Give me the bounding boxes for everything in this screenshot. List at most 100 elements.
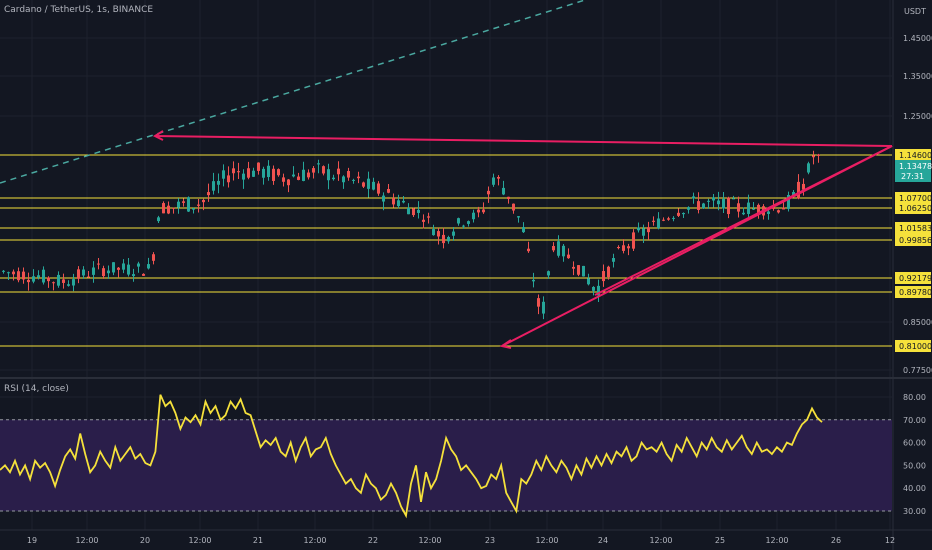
candle-body xyxy=(702,203,705,209)
price-tick-label: 1.45000 xyxy=(903,34,932,43)
candle-body xyxy=(72,279,75,286)
candle-body xyxy=(507,196,510,200)
candle-body xyxy=(292,174,295,177)
candle-body xyxy=(692,196,695,199)
candle-body xyxy=(157,217,160,222)
candle-body xyxy=(717,200,720,205)
time-tick-label: 12 xyxy=(885,536,895,545)
candle-body xyxy=(497,176,500,179)
candle-body xyxy=(727,197,730,215)
candle-body xyxy=(277,169,280,176)
candle-body xyxy=(612,258,615,262)
candle-body xyxy=(322,166,325,174)
candle-body xyxy=(797,181,800,199)
candle-body xyxy=(132,274,135,277)
candle-body xyxy=(57,274,60,286)
candle-body xyxy=(582,265,585,277)
price-levels xyxy=(0,154,892,347)
dashed-trendline[interactable] xyxy=(0,0,586,184)
candle-body xyxy=(602,271,605,282)
candle-body xyxy=(412,208,415,216)
price-level-label: 0.99856 xyxy=(899,236,932,245)
candle-body xyxy=(182,201,185,203)
candle-body xyxy=(677,212,680,216)
candle-body xyxy=(337,168,340,175)
candle-body xyxy=(477,209,480,213)
candle-body xyxy=(312,168,315,173)
candle-body xyxy=(107,270,110,274)
candle-body xyxy=(747,202,750,214)
candle-body xyxy=(637,227,640,231)
candle-body xyxy=(387,189,390,193)
candle-body xyxy=(672,217,675,219)
candle-body xyxy=(482,209,485,213)
candle-body xyxy=(737,203,740,212)
candle-body xyxy=(352,179,355,181)
candle-body xyxy=(472,212,475,220)
candle-body xyxy=(282,177,285,182)
candle-body xyxy=(437,231,440,237)
candle-body xyxy=(632,232,635,249)
candle-body xyxy=(442,234,445,244)
price-level-badge xyxy=(895,192,931,204)
support-trendline[interactable] xyxy=(594,145,893,296)
candle-body xyxy=(187,197,190,212)
time-axis: 19 12:00 20 12:00 21 12:00 22 12:00 23 12:00 24 12:… xyxy=(27,536,895,545)
candle-body xyxy=(687,207,690,210)
price-level-label: 0.92179 xyxy=(899,274,932,283)
candle-body xyxy=(492,177,495,185)
candle-body xyxy=(377,183,380,194)
candle-body xyxy=(142,273,145,276)
candle-body xyxy=(757,204,760,214)
candle-body xyxy=(592,286,595,291)
time-tick-label: 12:00 xyxy=(535,536,558,545)
candle-body xyxy=(202,199,205,203)
candle-body xyxy=(767,211,770,214)
top-trendline[interactable] xyxy=(154,135,893,147)
time-tick-label: 25 xyxy=(715,536,725,545)
candle-body xyxy=(712,197,715,201)
price-level-badge xyxy=(895,340,931,352)
rsi-tick-label: 80.00 xyxy=(903,393,926,402)
candle-body xyxy=(37,275,40,278)
time-tick-label: 19 xyxy=(27,536,37,545)
price-level-label: 1.06250 xyxy=(899,204,932,213)
candle-body xyxy=(542,301,545,314)
candle-body xyxy=(47,277,50,282)
time-tick-label: 12:00 xyxy=(303,536,326,545)
time-tick-label: 12:00 xyxy=(188,536,211,545)
current-price-badge xyxy=(895,159,931,182)
candle-body xyxy=(772,207,775,209)
rsi-tick-label: 40.00 xyxy=(903,484,926,493)
candle-body xyxy=(237,171,240,173)
price-level-badge xyxy=(895,222,931,234)
candle-body xyxy=(657,218,660,229)
candle-body xyxy=(7,272,10,274)
candle-body xyxy=(642,228,645,236)
candle-body xyxy=(147,264,150,269)
candle-body xyxy=(697,201,700,210)
time-tick-label: 26 xyxy=(831,536,841,545)
candle-body xyxy=(547,271,550,276)
candle-body xyxy=(562,245,565,257)
candle-body xyxy=(522,227,525,233)
candle-body xyxy=(177,201,180,208)
rsi-line xyxy=(0,394,823,519)
candle-body xyxy=(357,176,360,179)
price-level-badge xyxy=(895,202,931,214)
candle-body xyxy=(262,168,265,178)
currency-label: USDT xyxy=(904,7,926,16)
candle-body xyxy=(12,271,15,275)
candle-body xyxy=(607,266,610,277)
candle-body xyxy=(752,208,755,210)
candle-body xyxy=(707,200,710,202)
candle-body xyxy=(577,265,580,275)
candle-body xyxy=(217,180,220,185)
candle-body xyxy=(782,207,785,210)
candle-body xyxy=(532,279,535,282)
candle-body xyxy=(372,181,375,190)
candle-body xyxy=(167,205,170,214)
